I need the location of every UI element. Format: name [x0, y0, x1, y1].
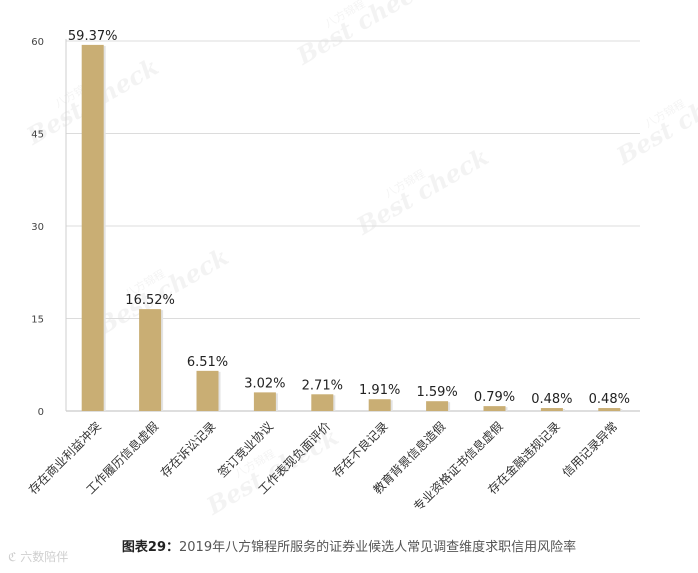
bar — [311, 394, 334, 411]
data-label: 0.79% — [474, 390, 515, 405]
bar — [483, 406, 506, 411]
y-tick-label: 30 — [31, 222, 44, 233]
data-label: 0.48% — [589, 392, 630, 407]
bar — [540, 408, 563, 411]
data-label: 0.48% — [531, 392, 572, 407]
logo-icon: ℭ — [8, 550, 17, 564]
data-label: 1.59% — [416, 385, 457, 400]
watermark-brand-en: Best check — [611, 72, 698, 171]
logo-text: 六数陪伴 — [20, 550, 69, 564]
data-label: 1.91% — [359, 383, 400, 398]
bar — [196, 370, 219, 411]
figure-caption: 图表29：2019年八方锦程所服务的证券业候选人常见调查维度求职信用风险率 — [0, 536, 698, 555]
watermark-brand-en: Best check — [291, 0, 434, 71]
x-category-label: 信用记录异常 — [560, 419, 621, 480]
bar — [139, 309, 162, 411]
x-category-label: 存在诉讼记录 — [158, 419, 219, 480]
data-label: 2.71% — [302, 378, 343, 393]
y-tick-label: 0 — [38, 407, 44, 418]
data-label: 3.02% — [244, 376, 285, 391]
caption-label: 图表29： — [121, 540, 179, 555]
data-label: 16.52% — [125, 293, 175, 308]
bar — [426, 401, 449, 411]
bar — [598, 408, 621, 411]
bar — [368, 399, 391, 411]
caption-text: 2019年八方锦程所服务的证券业候选人常见调查维度求职信用风险率 — [179, 540, 577, 555]
bar — [81, 44, 104, 411]
y-tick-label: 60 — [31, 37, 44, 48]
y-tick-label: 45 — [31, 130, 44, 141]
data-label: 59.37% — [68, 29, 118, 44]
data-label: 6.51% — [187, 355, 228, 370]
corner-logo-watermark: ℭ 六数陪伴 — [8, 548, 68, 565]
y-tick-label: 15 — [31, 315, 44, 326]
bar — [253, 392, 276, 411]
